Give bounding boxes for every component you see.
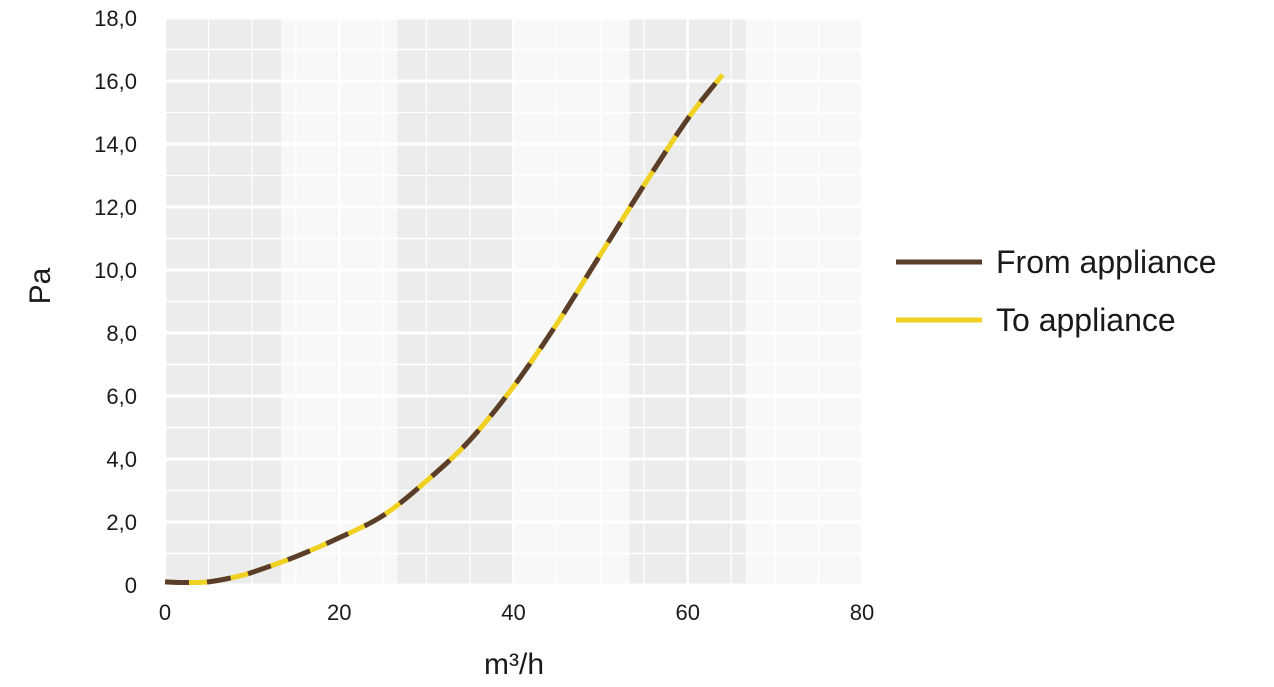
grid: [163, 16, 864, 587]
legend-label: To appliance: [996, 302, 1176, 338]
legend: From appliance To appliance: [896, 244, 1217, 338]
y-tick-label: 4,0: [106, 447, 137, 472]
x-tick-label: 20: [327, 600, 351, 625]
x-tick-label: 0: [159, 600, 171, 625]
y-tick-label: 14,0: [94, 132, 137, 157]
y-tick-label: 2,0: [106, 510, 137, 535]
series-line: [164, 73, 725, 586]
y-tick-labels: 0 2,0 4,0 6,0 8,0 10,0 12,0 14,0 16,0 18,0: [94, 6, 137, 598]
y-tick-label: 0: [125, 573, 137, 598]
y-tick-label: 10,0: [94, 258, 137, 283]
y-tick-label: 18,0: [94, 6, 137, 31]
y-axis-title: Pa: [24, 267, 57, 304]
x-tick-label: 60: [676, 600, 700, 625]
x-tick-label: 80: [850, 600, 874, 625]
y-tick-label: 12,0: [94, 195, 137, 220]
series-layer: [164, 73, 725, 586]
x-tick-label: 40: [501, 600, 525, 625]
y-tick-label: 8,0: [106, 321, 137, 346]
y-tick-label: 16,0: [94, 69, 137, 94]
legend-label: From appliance: [996, 244, 1217, 280]
x-axis-title: m³/h: [484, 648, 544, 681]
x-tick-labels: 0 20 40 60 80: [159, 600, 874, 625]
y-tick-label: 6,0: [106, 384, 137, 409]
